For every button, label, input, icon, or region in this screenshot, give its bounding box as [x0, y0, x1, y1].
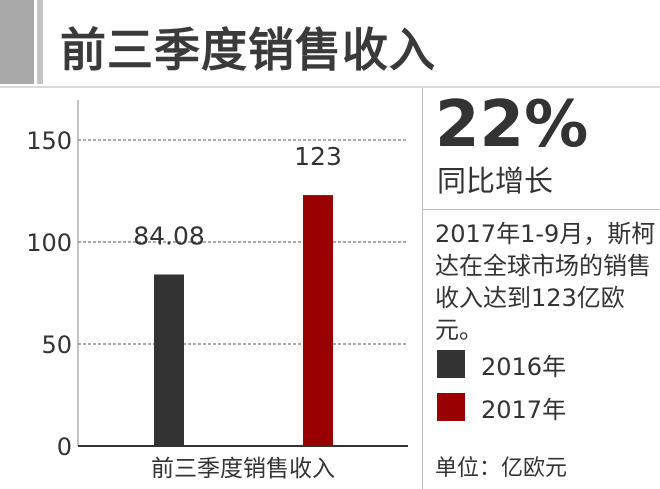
- legend-swatch-2017: [437, 393, 465, 421]
- legend-item-2016: 2016年: [437, 348, 567, 381]
- bar-2017年: [303, 195, 333, 446]
- y-tick-label: 0: [57, 433, 72, 461]
- legend-item-2017: 2017年: [437, 391, 567, 424]
- header-accent-stripe: [37, 0, 43, 84]
- description-text: 2017年1-9月，斯柯达在全球市场的销售收入达到123亿欧元。: [435, 220, 656, 344]
- side-divider: [423, 209, 660, 210]
- header: 前三季度销售收入: [0, 0, 660, 86]
- header-divider: [0, 86, 660, 88]
- data-label-2017年: 123: [294, 142, 342, 171]
- legend-label-2017: 2017年: [481, 395, 567, 424]
- header-accent-bar: [0, 0, 34, 84]
- growth-percentage: 22%: [435, 88, 589, 162]
- page-title: 前三季度销售收入: [60, 23, 436, 77]
- side-panel: 22% 同比增长 2017年1-9月，斯柯达在全球市场的销售收入达到123亿欧元…: [422, 88, 660, 489]
- bar-2016年: [154, 274, 184, 446]
- growth-label: 同比增长: [437, 164, 554, 198]
- data-label-2016年: 84.08: [133, 221, 205, 250]
- legend-swatch-2016: [437, 350, 465, 378]
- unit-label: 单位：亿欧元: [435, 456, 568, 481]
- legend-label-2016: 2016年: [481, 352, 567, 381]
- y-tick-label: 100: [26, 229, 72, 257]
- x-tick-label: 前三季度销售收入: [151, 456, 335, 482]
- y-tick-label: 150: [26, 127, 72, 155]
- bar-chart: 0 50 100 150 84.08 123 前三季度销售收入: [26, 100, 408, 482]
- y-tick-label: 50: [41, 331, 72, 359]
